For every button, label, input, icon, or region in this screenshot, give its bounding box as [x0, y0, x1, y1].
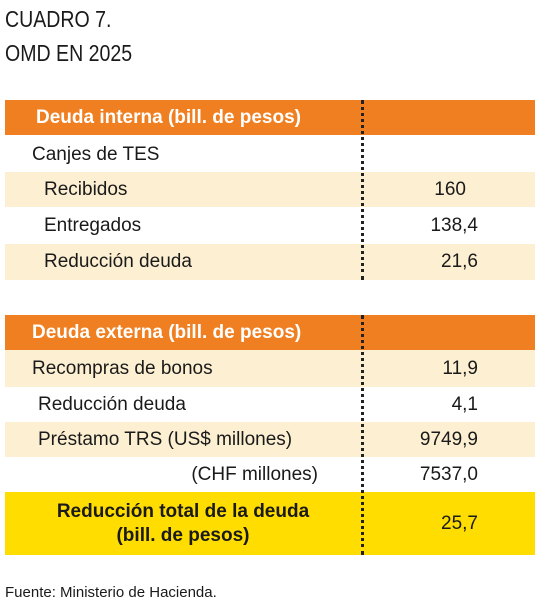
row-label: Canjes de TES [32, 143, 160, 165]
title: CUADRO 7. [5, 6, 112, 32]
row: Reducción deuda 21,6 [5, 244, 535, 280]
row: Recibidos 160 [5, 172, 535, 207]
heading-text: Deuda externa (bill. de pesos) [32, 321, 302, 343]
row-value: 7537,0 [419, 463, 478, 485]
row-label: Préstamo TRS (US$ millones) [38, 428, 293, 450]
row-value: 138,4 [430, 214, 478, 236]
subtitle: OMD EN 2025 [5, 40, 133, 66]
row-value: 9749,9 [419, 428, 478, 450]
total-row: Reducción total de la deuda (bill. de pe… [5, 492, 535, 555]
row-label: Reducción deuda [44, 251, 192, 272]
row-value: 4,1 [451, 393, 478, 415]
total-label-line: (bill. de pesos) [116, 524, 250, 546]
row: Entregados 138,4 [5, 207, 535, 244]
row: Préstamo TRS (US$ millones) 9749,9 [5, 422, 535, 457]
row-label: (CHF millones) [191, 463, 318, 485]
section-heading: Deuda externa (bill. de pesos) [5, 315, 535, 350]
source: Fuente: Ministerio de Hacienda. [5, 584, 217, 601]
total-label: Reducción total de la deuda (bill. de pe… [5, 500, 361, 548]
row-label: Reducción deuda [38, 393, 186, 415]
heading-text: Deuda interna (bill. de pesos) [36, 106, 301, 128]
row: (CHF millones) 7537,0 [5, 457, 535, 492]
row: Recompras de bonos 11,9 [5, 350, 535, 387]
total-label-line: Reducción total de la deuda [56, 500, 310, 522]
row: Canjes de TES [5, 137, 535, 172]
total-value: 25,7 [441, 512, 478, 534]
row-value: 160 [434, 178, 466, 200]
section-heading: Deuda interna (bill. de pesos) [5, 100, 535, 135]
row-value: 21,6 [441, 251, 478, 272]
row-label: Recibidos [44, 178, 128, 200]
row-value: 11,9 [442, 357, 478, 379]
divider [361, 100, 364, 280]
row-label: Recompras de bonos [32, 357, 213, 379]
divider [361, 315, 364, 555]
row: Reducción deuda 4,1 [5, 387, 535, 422]
row-label: Entregados [44, 214, 142, 236]
